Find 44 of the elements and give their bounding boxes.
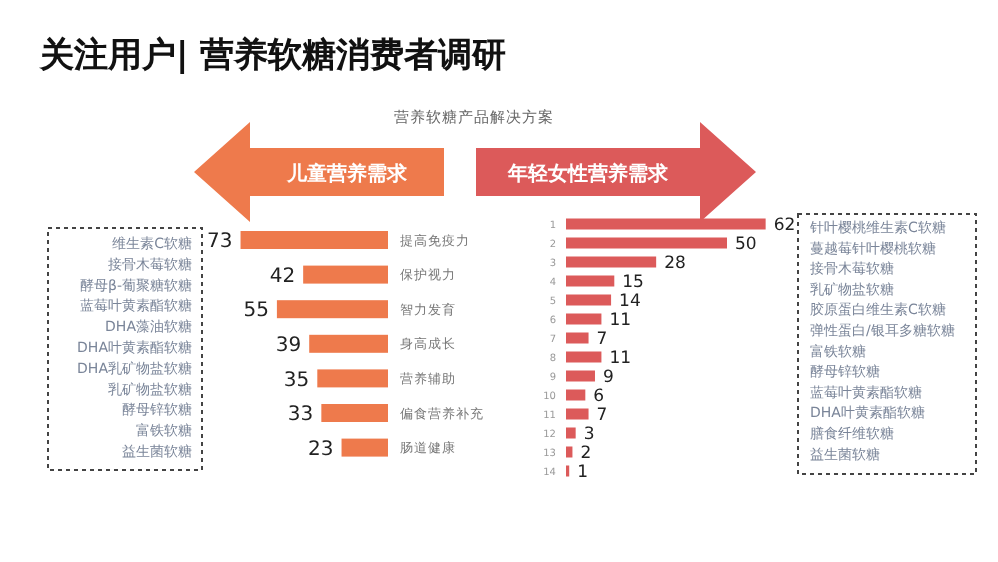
bar	[276, 300, 388, 319]
data-label: 2	[580, 444, 592, 465]
bar	[566, 427, 576, 439]
text: 年轻女性营养需求	[506, 162, 670, 186]
data-label: 73	[207, 231, 233, 254]
data-label: 55	[243, 300, 269, 323]
data-label: 3	[583, 425, 595, 446]
data-label: 9	[602, 368, 614, 389]
data-label: 6	[593, 387, 605, 408]
data-label: 11	[609, 349, 632, 370]
bar	[566, 389, 586, 401]
data-label: 42	[269, 265, 296, 288]
chart-title: 关注用户| 营养软糖消费者调研	[38, 36, 507, 76]
bar	[566, 218, 766, 230]
data-label: 33	[287, 404, 314, 427]
data-label: 14	[619, 292, 641, 313]
bar	[309, 334, 388, 353]
data-label: 15	[622, 273, 644, 294]
bar	[566, 446, 573, 458]
data-label: 35	[283, 369, 310, 392]
data-label: 28	[664, 254, 686, 275]
bar	[566, 237, 727, 249]
data-label: 7	[596, 330, 608, 351]
bar	[240, 231, 388, 249]
data-label: 7	[596, 406, 608, 427]
bar	[566, 313, 602, 325]
bar	[321, 404, 388, 422]
data-label: 62	[773, 216, 796, 237]
data-label: 23	[308, 438, 334, 461]
bar	[341, 438, 388, 457]
bar	[566, 275, 615, 287]
bar	[566, 408, 589, 420]
bar	[317, 369, 388, 388]
data-label: 11	[609, 311, 632, 332]
bar	[566, 294, 612, 306]
data-label: 1	[577, 463, 589, 484]
bar	[566, 351, 602, 363]
data-label: 39	[275, 335, 302, 357]
bar	[566, 370, 595, 382]
text: 儿童营养需求	[285, 162, 409, 186]
bar	[566, 256, 657, 268]
bar	[303, 265, 388, 284]
bar	[566, 332, 589, 344]
data-label: 50	[735, 235, 757, 256]
